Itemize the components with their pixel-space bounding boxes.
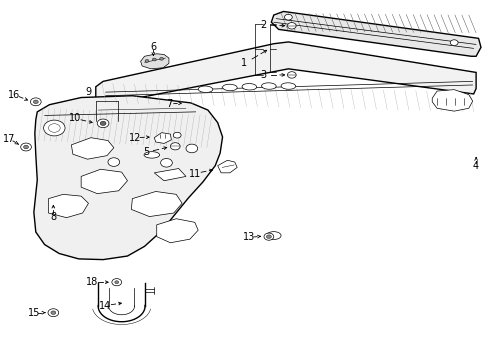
Circle shape [112,279,122,286]
Circle shape [284,14,292,20]
Polygon shape [34,96,222,260]
Text: 17: 17 [3,134,16,144]
Ellipse shape [266,231,281,239]
Text: 2: 2 [260,20,265,30]
Circle shape [100,121,106,126]
Polygon shape [217,160,237,173]
Text: 18: 18 [86,277,98,287]
Circle shape [185,144,197,153]
Circle shape [43,120,65,136]
Circle shape [108,158,120,166]
Circle shape [115,281,119,284]
Ellipse shape [242,84,256,90]
Ellipse shape [144,152,159,158]
Polygon shape [48,194,88,218]
Circle shape [173,132,181,138]
Ellipse shape [222,84,237,91]
Circle shape [170,143,180,150]
Ellipse shape [198,86,212,93]
Ellipse shape [261,83,276,89]
Text: 3: 3 [260,70,265,80]
Polygon shape [131,192,182,217]
Circle shape [23,145,28,149]
Polygon shape [271,12,480,56]
Text: 4: 4 [472,161,478,171]
Text: 9: 9 [85,87,91,97]
Polygon shape [157,219,198,243]
Text: 11: 11 [188,168,201,179]
Text: 7: 7 [165,99,172,109]
Circle shape [51,311,56,315]
Circle shape [287,72,296,78]
Circle shape [30,98,41,106]
Text: 10: 10 [68,113,81,123]
Polygon shape [81,169,127,194]
Text: 5: 5 [142,147,149,157]
Circle shape [48,309,59,317]
Text: 14: 14 [99,301,111,311]
Text: 1: 1 [241,58,247,68]
Circle shape [48,124,60,132]
Ellipse shape [281,83,295,89]
Circle shape [145,59,149,62]
Text: 13: 13 [243,232,255,242]
Text: 15: 15 [28,308,40,318]
Circle shape [287,23,296,29]
Circle shape [264,233,273,240]
Text: 8: 8 [50,212,56,221]
Circle shape [97,119,109,128]
Polygon shape [96,42,475,105]
Polygon shape [141,54,168,69]
Circle shape [20,143,31,151]
Polygon shape [71,138,114,159]
Circle shape [160,158,172,167]
Circle shape [266,235,271,238]
Polygon shape [154,133,171,143]
Circle shape [159,57,163,60]
Polygon shape [154,168,185,181]
Text: 6: 6 [150,42,156,52]
Text: 16: 16 [8,90,20,100]
Text: 12: 12 [128,133,141,143]
Polygon shape [431,90,472,111]
Circle shape [449,40,457,45]
Circle shape [152,58,156,61]
Circle shape [33,100,38,104]
